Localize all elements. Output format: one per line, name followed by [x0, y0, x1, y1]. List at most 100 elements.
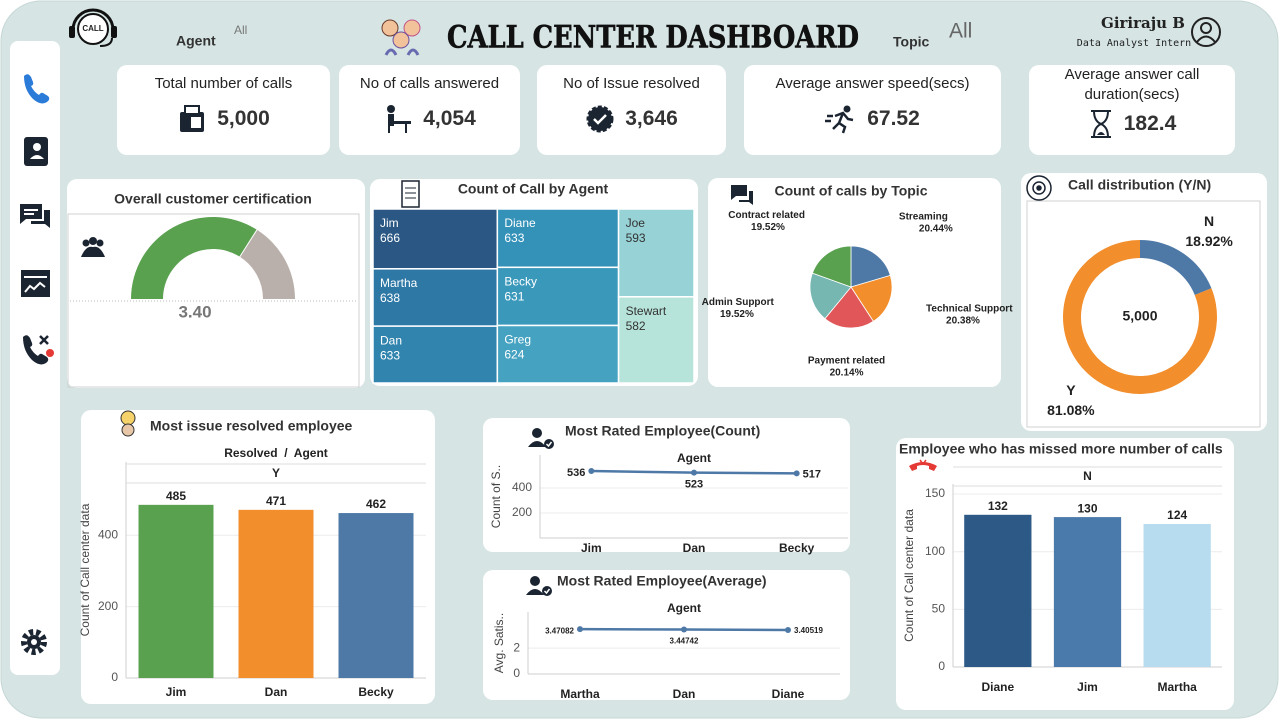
chart-title: Most Rated Employee(Count) [565, 423, 760, 439]
gauge-value [131, 216, 257, 299]
pie-value-label: 20.14% [830, 368, 864, 379]
line-value-label: 3.40519 [794, 626, 823, 635]
treemap-cell [496, 324, 620, 384]
treemap-value: 666 [380, 231, 400, 245]
x-tick-label: Jim [166, 685, 187, 699]
kpi-label: Average answer call duration(secs) [1064, 66, 1200, 103]
treemap-value: 633 [504, 231, 524, 245]
line-card [483, 418, 850, 552]
treemap-label: Stewart [626, 304, 667, 318]
donut-value-label: 18.92% [1185, 233, 1233, 249]
gauge-needle [215, 229, 258, 296]
pie-slice [850, 274, 893, 322]
line-value-label: 3.47082 [545, 626, 574, 635]
line-card [483, 570, 850, 700]
treemap-label: Dan [380, 333, 402, 347]
pie-value-label: 20.44% [919, 224, 953, 235]
donut-slice [1140, 240, 1212, 296]
pie-label: Payment related [808, 356, 885, 367]
y-tick-label: 0 [513, 666, 520, 680]
desk-icon [387, 105, 412, 133]
bar-value-label: 485 [166, 489, 186, 503]
sidebar-icon-settings[interactable] [21, 629, 47, 655]
topic-filter-value[interactable]: All [949, 20, 972, 43]
kpi-label: No of Issue resolved [563, 75, 700, 92]
treemap-label: Becky [504, 275, 537, 289]
bar [1143, 524, 1211, 667]
sidebar-icon-phone[interactable] [24, 74, 50, 104]
chart-title: Employee who has missed more number of c… [899, 441, 1223, 457]
bar [138, 504, 214, 678]
y-tick-label: 50 [932, 602, 946, 616]
facet-label: Y [272, 466, 280, 480]
line-value-label: 536 [567, 467, 585, 479]
agent-filter-value[interactable]: All [234, 23, 247, 37]
logo-text: CALL [82, 24, 103, 33]
facet-label: N [1083, 469, 1092, 483]
line-point [588, 468, 595, 474]
line-point [785, 627, 791, 634]
kpi-row: 3,646 [537, 104, 726, 134]
chart-title: Count of Call by Agent [458, 181, 609, 197]
dashboard-title: CALL CENTER DASHBOARD [447, 20, 859, 56]
treemap-value: 593 [626, 231, 646, 245]
sidebar-icon-missed-call[interactable] [23, 335, 54, 365]
x-tick-label: Dan [265, 685, 288, 699]
y-axis-label: Avg. Satis.. [492, 613, 506, 673]
chart-title: Count of calls by Topic [775, 183, 928, 199]
kpi-label: Average answer speed(secs) [775, 75, 970, 92]
line-value-label: 523 [685, 479, 703, 491]
bar [338, 513, 414, 678]
treemap-label: Jim [380, 216, 399, 230]
line-value-label: 517 [803, 468, 821, 480]
y-axis-label: Count of Call center data [902, 509, 916, 642]
y-tick-label: 100 [925, 544, 945, 558]
pie-label: Contract related [728, 210, 805, 221]
treemap-value: 638 [380, 291, 400, 305]
kpi-card: Average answer speed(secs) 67.52 [744, 65, 1001, 155]
bar-value-label: 471 [266, 494, 286, 508]
chart-title: Overall customer certification [114, 191, 312, 207]
pie-value-label: 19.52% [720, 309, 754, 320]
y-axis-label: Count of Call center data [78, 503, 92, 636]
treemap-label: Joe [626, 216, 646, 230]
y-tick-label: 400 [512, 480, 532, 494]
pie-value-label: 20.38% [946, 315, 980, 326]
y-tick-label: 0 [938, 659, 945, 673]
donut-frame [1026, 200, 1261, 428]
bar [238, 509, 314, 678]
avatar-icon[interactable] [1191, 17, 1221, 47]
x-tick-label: Martha [1157, 680, 1197, 694]
line-point [681, 626, 687, 633]
kpi-value: 5,000 [217, 107, 270, 130]
sidebar-icon-chat[interactable] [20, 204, 50, 228]
treemap-cell [617, 296, 695, 384]
chart-title: Most Rated Employee(Average) [557, 573, 767, 589]
pie-slice [811, 245, 852, 288]
pie-slice [850, 245, 891, 288]
treemap-label: Diane [504, 216, 536, 230]
chat-icon [731, 185, 753, 205]
kpi-card: No of Issue resolved 3,646 [537, 65, 726, 155]
hourglass-icon [1090, 110, 1111, 138]
x-tick-label: Becky [779, 541, 815, 555]
agent-filter-label: Agent [176, 33, 216, 49]
x-tick-label: Jim [581, 541, 602, 555]
bar-value-label: 462 [366, 497, 386, 511]
x-tick-label: Jim [1077, 680, 1098, 694]
topic-filter-label: Topic [893, 34, 930, 50]
sidebar-icon-report[interactable] [21, 270, 50, 297]
facet-label: Agent [677, 451, 711, 465]
pie-value-label: 19.52% [751, 222, 785, 233]
treemap-label: Greg [504, 333, 531, 347]
sidebar-icon-contacts[interactable] [24, 137, 48, 166]
pie-slice [824, 286, 874, 329]
kpi-label: No of calls answered [359, 75, 500, 92]
treemap-value: 633 [380, 348, 400, 362]
fax-icon [180, 105, 205, 132]
donut-label: N [1204, 213, 1214, 229]
bar-value-label: 132 [988, 499, 1008, 513]
y-tick-label: 200 [98, 599, 118, 613]
donut-center-label: 5,000 [1122, 308, 1157, 324]
